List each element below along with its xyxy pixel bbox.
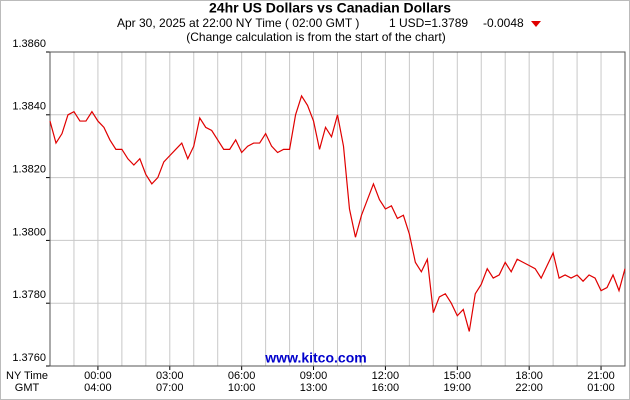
x-tick-label: 03:00 bbox=[156, 370, 184, 382]
price-line bbox=[49, 94, 626, 332]
x-tick-label-gmt: 22:00 bbox=[515, 382, 543, 394]
x-tick-label: 12:00 bbox=[372, 370, 400, 382]
x-row-label: GMT bbox=[15, 382, 40, 394]
x-tick-label: 18:00 bbox=[515, 370, 543, 382]
x-tick-label: 21:00 bbox=[587, 370, 615, 382]
x-tick-label: 06:00 bbox=[228, 370, 256, 382]
subtitle: Apr 30, 2025 at 22:00 NY Time ( 02:00 GM… bbox=[117, 16, 359, 30]
y-tick-label: 1.3840 bbox=[12, 101, 46, 113]
x-tick-label-gmt: 04:00 bbox=[84, 382, 112, 394]
down-arrow bbox=[531, 21, 541, 27]
y-tick-label: 1.3800 bbox=[12, 226, 46, 238]
x-tick-label-gmt: 10:00 bbox=[228, 382, 256, 394]
watermark: www.kitco.com bbox=[264, 350, 366, 366]
x-tick-label: 15:00 bbox=[444, 370, 472, 382]
x-tick-label: 00:00 bbox=[84, 370, 112, 382]
x-tick-label-gmt: 13:00 bbox=[300, 382, 328, 394]
x-tick-label-gmt: 16:00 bbox=[372, 382, 400, 394]
y-tick-label: 1.3820 bbox=[12, 164, 46, 176]
x-tick-label-gmt: 07:00 bbox=[156, 382, 184, 394]
quote: 1 USD=1.3789 bbox=[389, 16, 468, 30]
x-tick-label: 09:00 bbox=[300, 370, 328, 382]
x-row-label: NY Time bbox=[6, 370, 48, 382]
y-tick-label: 1.3860 bbox=[12, 38, 46, 50]
chart-title: 24hr US Dollars vs Canadian Dollars bbox=[209, 0, 451, 16]
plot-border bbox=[49, 51, 626, 367]
change: -0.0048 bbox=[483, 16, 524, 30]
note: (Change calculation is from the start of… bbox=[186, 30, 445, 44]
x-tick-label-gmt: 19:00 bbox=[444, 382, 472, 394]
y-tick-label: 1.3780 bbox=[12, 289, 46, 301]
x-tick-label-gmt: 01:00 bbox=[587, 382, 615, 394]
y-tick-label: 1.3760 bbox=[12, 352, 46, 364]
